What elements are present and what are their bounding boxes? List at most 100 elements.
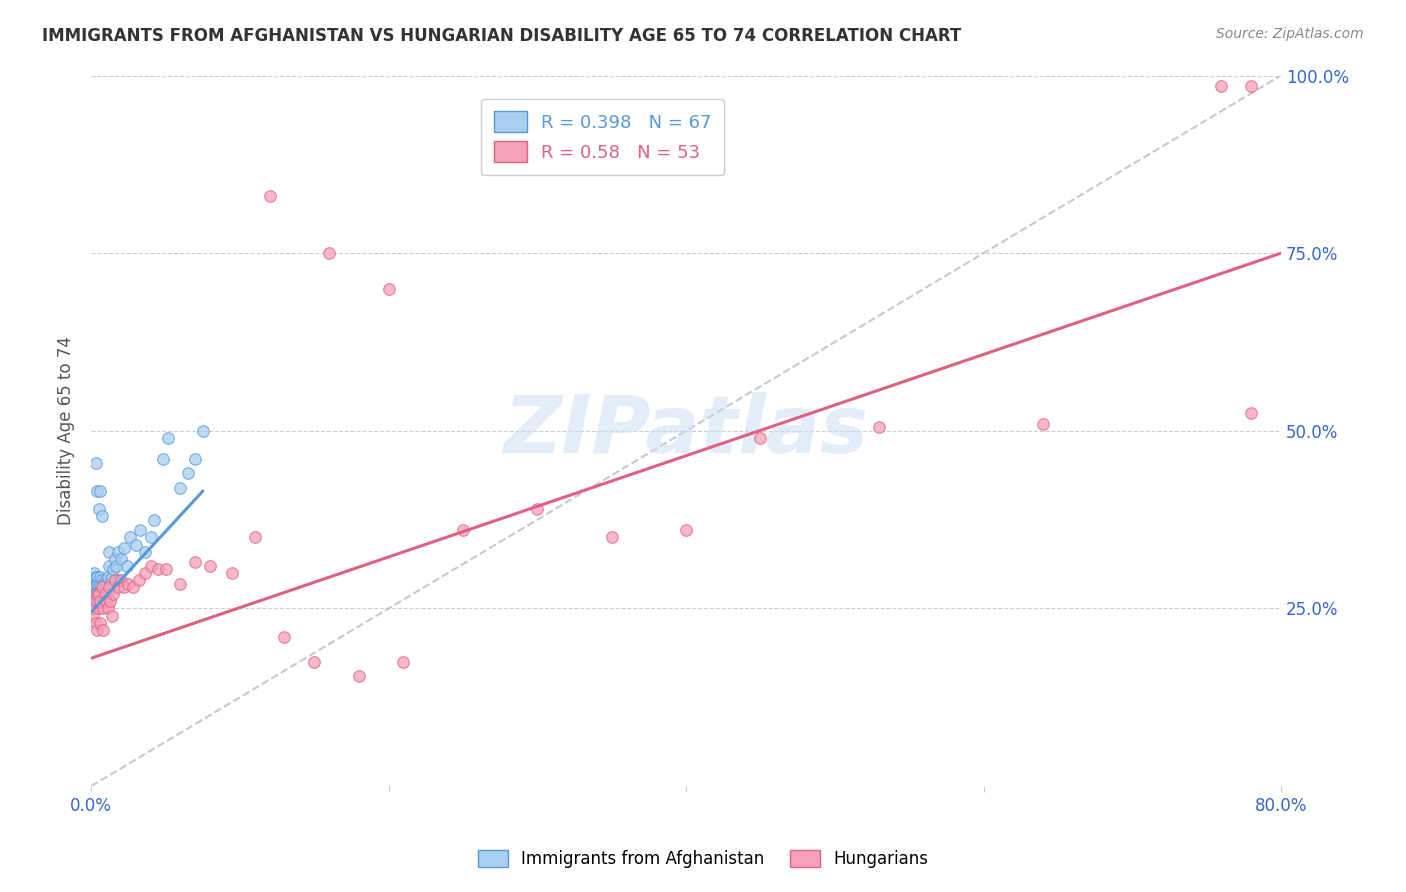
Point xyxy=(93,580,115,594)
Point xyxy=(86,569,108,583)
Point xyxy=(110,573,132,587)
Point xyxy=(82,591,104,605)
Point xyxy=(84,615,107,630)
Point xyxy=(87,580,110,594)
Point xyxy=(98,558,121,573)
Point xyxy=(177,467,200,481)
Point xyxy=(96,569,118,583)
Point xyxy=(87,587,110,601)
Point xyxy=(82,580,104,594)
Point xyxy=(191,424,214,438)
Point xyxy=(392,655,415,669)
Point xyxy=(108,573,131,587)
Point xyxy=(157,431,180,445)
Point xyxy=(1240,79,1263,94)
Point xyxy=(749,431,772,445)
Point xyxy=(96,583,118,598)
Point xyxy=(1240,406,1263,420)
Point xyxy=(139,530,162,544)
Point xyxy=(1032,417,1054,431)
Point xyxy=(451,524,474,538)
Point xyxy=(101,608,124,623)
Y-axis label: Disability Age 65 to 74: Disability Age 65 to 74 xyxy=(58,336,75,525)
Point xyxy=(302,655,325,669)
Point xyxy=(91,583,114,598)
Text: ZIPatlas: ZIPatlas xyxy=(503,392,869,470)
Point xyxy=(93,587,115,601)
Text: Source: ZipAtlas.com: Source: ZipAtlas.com xyxy=(1216,27,1364,41)
Point xyxy=(115,558,138,573)
Point xyxy=(98,580,121,594)
Point xyxy=(84,591,107,605)
Point xyxy=(86,587,108,601)
Point xyxy=(117,576,139,591)
Point xyxy=(139,558,162,573)
Point xyxy=(107,580,129,594)
Point xyxy=(101,569,124,583)
Point xyxy=(142,513,165,527)
Point xyxy=(118,530,141,544)
Point xyxy=(83,601,105,615)
Point xyxy=(84,587,107,601)
Point xyxy=(125,537,148,551)
Point xyxy=(86,591,108,605)
Point xyxy=(107,544,129,558)
Point xyxy=(105,558,128,573)
Point xyxy=(84,580,107,594)
Point xyxy=(82,587,104,601)
Point xyxy=(89,484,111,499)
Point xyxy=(86,484,108,499)
Point xyxy=(104,573,127,587)
Point xyxy=(90,580,112,594)
Point xyxy=(89,594,111,608)
Point xyxy=(169,481,191,495)
Point xyxy=(87,587,110,601)
Point xyxy=(100,594,122,608)
Point xyxy=(91,601,114,615)
Point xyxy=(84,456,107,470)
Point xyxy=(83,594,105,608)
Point xyxy=(91,591,114,605)
Point xyxy=(94,573,117,587)
Point xyxy=(152,452,174,467)
Point xyxy=(82,573,104,587)
Point xyxy=(93,587,115,601)
Point xyxy=(90,509,112,524)
Point xyxy=(273,630,295,644)
Legend: Immigrants from Afghanistan, Hungarians: Immigrants from Afghanistan, Hungarians xyxy=(471,843,935,875)
Point xyxy=(243,530,266,544)
Point xyxy=(91,576,114,591)
Point xyxy=(83,569,105,583)
Point xyxy=(134,544,156,558)
Point xyxy=(675,524,697,538)
Point xyxy=(84,594,107,608)
Point xyxy=(221,566,243,580)
Point xyxy=(169,576,191,591)
Point xyxy=(91,623,114,637)
Point xyxy=(84,573,107,587)
Point xyxy=(89,591,111,605)
Point xyxy=(128,573,150,587)
Point xyxy=(90,587,112,601)
Point xyxy=(104,551,127,566)
Point xyxy=(89,615,111,630)
Point xyxy=(94,576,117,591)
Point xyxy=(87,594,110,608)
Legend: R = 0.398   N = 67, R = 0.58   N = 53: R = 0.398 N = 67, R = 0.58 N = 53 xyxy=(481,99,724,175)
Point xyxy=(87,573,110,587)
Point xyxy=(112,541,135,555)
Point xyxy=(86,583,108,598)
Text: IMMIGRANTS FROM AFGHANISTAN VS HUNGARIAN DISABILITY AGE 65 TO 74 CORRELATION CHA: IMMIGRANTS FROM AFGHANISTAN VS HUNGARIAN… xyxy=(42,27,962,45)
Point xyxy=(89,569,111,583)
Point xyxy=(868,420,890,434)
Point xyxy=(134,566,156,580)
Point xyxy=(184,555,207,569)
Point xyxy=(1211,79,1233,94)
Point xyxy=(184,452,207,467)
Point xyxy=(103,562,125,576)
Point xyxy=(90,580,112,594)
Point xyxy=(103,587,125,601)
Point xyxy=(82,608,104,623)
Point xyxy=(198,558,221,573)
Point xyxy=(347,669,370,683)
